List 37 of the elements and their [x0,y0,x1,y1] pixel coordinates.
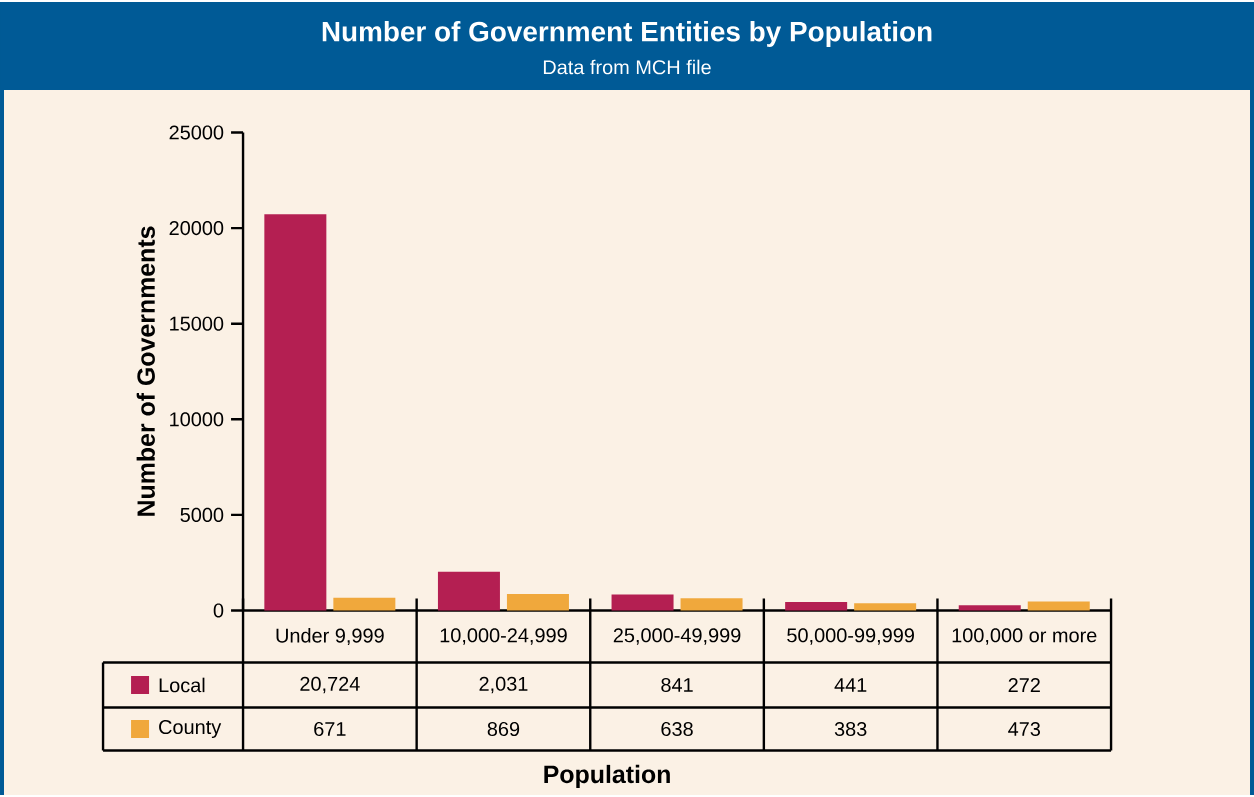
x-tick-label: 10,000-24,999 [440,628,567,645]
y-axis-title: Number of Governments [136,226,155,516]
bar [958,605,1021,611]
data-label: 272 [1008,678,1040,692]
y-tick-label: 5000 [180,507,224,522]
data-label: 20,724 [300,676,360,694]
bar [264,214,327,611]
y-tick-label: 15000 [170,316,224,331]
data-label: 473 [1008,721,1041,737]
bar [506,593,569,611]
chart-subtitle: Data from MCH file [543,59,711,75]
bar [333,597,396,611]
y-tick-label: 25000 [169,125,224,140]
bar [611,594,674,611]
data-label: 638 [661,721,693,737]
chart-title: Number of Government Entities by Population [322,20,932,47]
x-tick-label: 50,000-99,999 [787,628,914,645]
y-tick-label: 10000 [170,412,224,427]
bar [1027,601,1090,611]
data-label: 841 [661,677,693,693]
y-tick-label: 20000 [169,221,224,236]
bar [680,598,743,611]
data-label: 671 [314,721,346,737]
x-tick-label: 25,000-49,999 [613,628,741,645]
legend-label: Local [159,677,205,693]
data-label: 441 [834,678,867,692]
data-label: 2,031 [479,676,528,694]
x-tick-label: Under 9,999 [276,628,384,645]
legend-label: County [159,719,222,739]
x-axis-title: Population [544,764,670,789]
bar [437,571,500,611]
x-tick-label: 100,000 or more [952,628,1097,645]
bar [785,602,848,611]
bar [854,603,917,611]
data-label: 383 [834,721,867,737]
y-tick-label: 0 [213,603,224,618]
data-label: 869 [487,721,520,737]
